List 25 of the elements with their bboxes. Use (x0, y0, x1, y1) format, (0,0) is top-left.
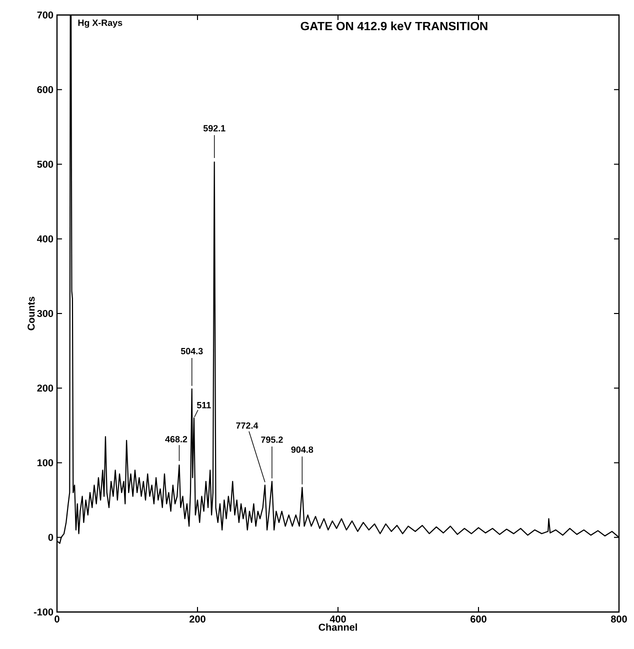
annotation: 504.3 (180, 348, 203, 354)
y-axis-title: Counts (28, 296, 35, 330)
annotation: 468.2 (165, 436, 188, 442)
chart-title: GATE ON 412.9 keV TRANSITION (300, 22, 488, 30)
annotation: 904.8 (291, 446, 314, 453)
x-tick-label: 800 (611, 616, 627, 623)
x-tick-label: 600 (470, 616, 486, 623)
y-tick-label: 400 (37, 235, 54, 242)
y-tick-label: 600 (37, 86, 54, 94)
y-tick-label: 200 (37, 384, 54, 392)
annotation: 772.4 (236, 422, 258, 429)
x-tick-label: 400 (330, 616, 346, 623)
x-axis-title: Channel (318, 623, 357, 631)
x-tick-label: 200 (190, 616, 206, 623)
y-tick-label: 100 (37, 459, 54, 466)
annotation: 511 (196, 402, 211, 408)
y-tick-label: 0 (48, 534, 54, 541)
y-tick-label: -100 (34, 608, 54, 616)
annotation: 592.1 (203, 125, 226, 132)
x-tick-label: 0 (54, 616, 60, 623)
y-tick-label: 300 (37, 310, 54, 318)
annotation: 795.2 (261, 436, 283, 443)
y-tick-label: 500 (37, 160, 54, 168)
y-tick-label: 700 (37, 11, 54, 19)
annotation: Hg X-Rays (78, 20, 122, 28)
